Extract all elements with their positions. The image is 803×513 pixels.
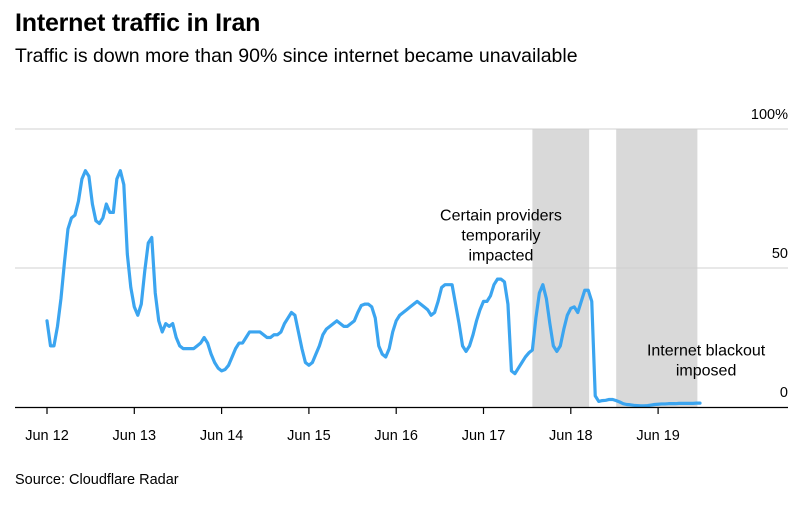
series-line-1 xyxy=(45,169,702,408)
source-note: Source: Cloudflare Radar xyxy=(15,472,179,488)
annotations: Certain providers temporarily impacted Inte… xyxy=(440,208,766,380)
annotation-line: Internet blackout xyxy=(647,343,766,360)
annotation-line: temporarily xyxy=(461,228,540,245)
annotation-1: Certain providers temporarily impacted xyxy=(440,208,562,265)
x-tick-label: Jun 18 xyxy=(549,428,593,444)
chart-title: Internet traffic in Iran xyxy=(15,9,261,37)
x-tick-label: Jun 15 xyxy=(287,428,331,444)
x-tick-label: Jun 19 xyxy=(636,428,680,444)
x-tick-label: Jun 13 xyxy=(113,428,157,444)
annotation-2: Internet blackout imposed xyxy=(647,343,766,380)
annotation-line: imposed xyxy=(676,363,736,380)
y-tick-label: 0 xyxy=(780,385,788,401)
x-tick-label: Jun 17 xyxy=(462,428,506,444)
annotation-line: Certain providers xyxy=(440,208,562,225)
series-layer xyxy=(45,169,702,408)
x-tick-label: Jun 12 xyxy=(25,428,69,444)
y-axis-labels: 0 50 100% xyxy=(751,107,788,401)
y-tick-label: 50 xyxy=(772,246,788,262)
chart-subtitle: Traffic is down more than 90% since inte… xyxy=(15,45,578,67)
annotation-line: impacted xyxy=(468,248,533,265)
x-tick-label: Jun 14 xyxy=(200,428,244,444)
y-tick-label: 100% xyxy=(751,107,788,123)
x-axis: Jun 12 Jun 13 Jun 14 Jun 15 Jun 16 Jun 17 Jun … xyxy=(15,406,788,444)
x-tick-label: Jun 16 xyxy=(374,428,418,444)
